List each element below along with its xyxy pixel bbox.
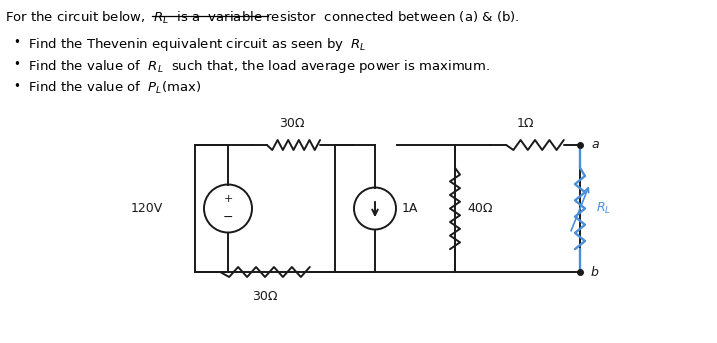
- Text: For the circuit below,  $R_L$  is a  variable resistor  connected between (a) & : For the circuit below, $R_L$ is a variab…: [5, 10, 520, 26]
- Text: +: +: [223, 194, 233, 204]
- Text: •: •: [13, 80, 20, 93]
- Text: Find the Thevenin equivalent circuit as seen by  $R_L$: Find the Thevenin equivalent circuit as …: [28, 36, 366, 53]
- Text: Find the value of  $P_L\mathrm{(max)}$: Find the value of $P_L\mathrm{(max)}$: [28, 80, 201, 96]
- Text: 1Ω: 1Ω: [516, 117, 533, 130]
- Text: Find the value of  $R_L$  such that, the load average power is maximum.: Find the value of $R_L$ such that, the l…: [28, 58, 490, 75]
- Text: •: •: [13, 58, 20, 71]
- Text: b: b: [591, 265, 599, 279]
- Text: 120V: 120V: [130, 201, 163, 214]
- Text: •: •: [13, 36, 20, 49]
- Text: $R_L$: $R_L$: [596, 200, 611, 215]
- Text: 30Ω: 30Ω: [279, 117, 305, 130]
- Text: 1A: 1A: [402, 201, 419, 214]
- Text: −: −: [223, 211, 233, 224]
- Text: a: a: [591, 139, 599, 152]
- Text: 40Ω: 40Ω: [467, 201, 493, 214]
- Text: 30Ω: 30Ω: [252, 290, 277, 303]
